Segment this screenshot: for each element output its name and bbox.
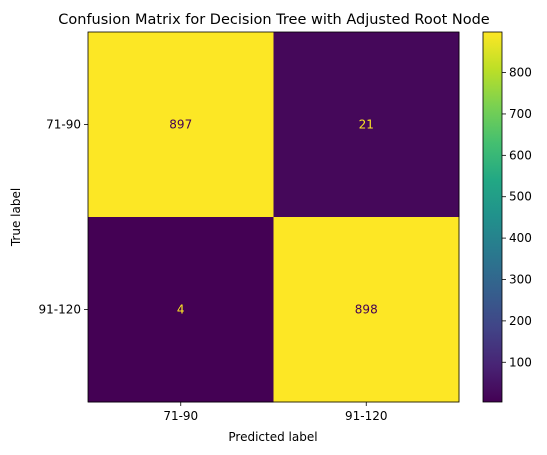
- colorbar-tick-label: 300: [509, 272, 532, 286]
- heatmap-cell: [88, 32, 274, 218]
- x-axis: 71-90 91-120: [163, 402, 388, 423]
- colorbar-tick-label: 600: [509, 148, 532, 162]
- colorbar-tick-label: 500: [509, 190, 532, 204]
- colorbar-axis: 100 200 300 400 500 600 700 800: [502, 66, 532, 369]
- y-tick-label: 71-90: [46, 118, 81, 132]
- y-tick-label: 91-120: [38, 303, 81, 317]
- cell-value-label: 898: [355, 303, 378, 317]
- colorbar-tick-label: 400: [509, 231, 532, 245]
- chart-title: Confusion Matrix for Decision Tree with …: [58, 12, 490, 28]
- heatmap-cell: [273, 217, 460, 403]
- colorbar-tick-label: 200: [509, 314, 532, 328]
- cell-value-label: 897: [169, 118, 192, 132]
- colorbar: [482, 31, 503, 403]
- y-axis-label: True label: [9, 188, 23, 247]
- plot-frame: [87, 31, 460, 403]
- heatmap-cell: [273, 32, 460, 218]
- x-axis-label: Predicted label: [228, 430, 317, 444]
- y-axis: 71-90 91-120: [38, 118, 88, 317]
- colorbar-tick-label: 100: [509, 355, 532, 369]
- cell-value-label: 21: [359, 118, 374, 132]
- x-tick-label: 91-120: [345, 409, 388, 423]
- cell-value-label: 4: [177, 303, 185, 317]
- heatmap-cells: [88, 32, 460, 403]
- colorbar-tick-label: 700: [509, 107, 532, 121]
- colorbar-tick-label: 800: [509, 66, 532, 80]
- heatmap-cell: [88, 217, 274, 403]
- x-tick-label: 71-90: [163, 409, 198, 423]
- cell-value-labels: 897 21 4 898: [169, 118, 377, 317]
